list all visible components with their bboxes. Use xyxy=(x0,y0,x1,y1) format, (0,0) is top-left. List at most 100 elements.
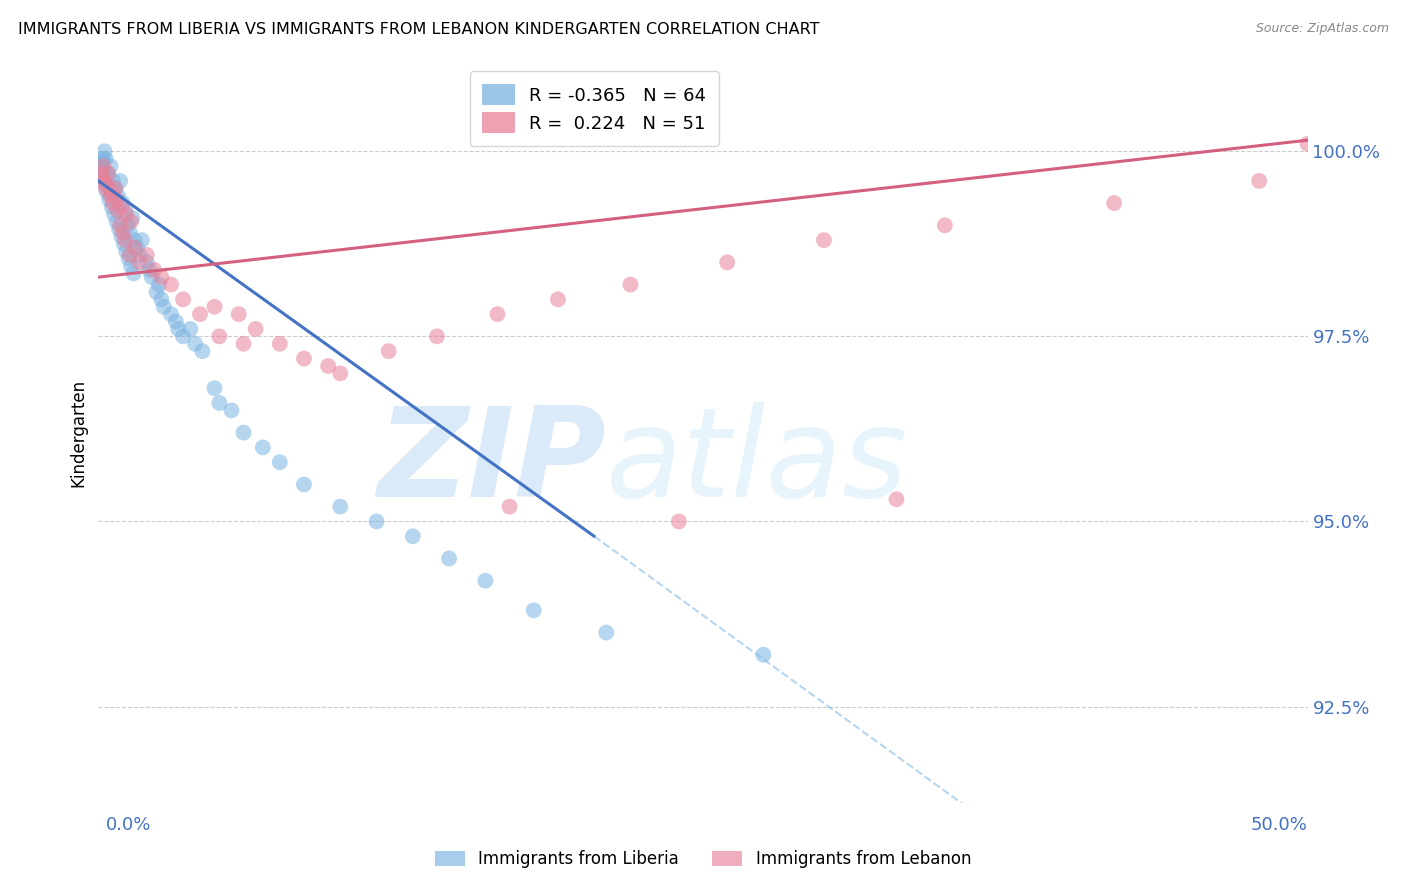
Text: Source: ZipAtlas.com: Source: ZipAtlas.com xyxy=(1256,22,1389,36)
Point xyxy=(426,329,449,343)
Point xyxy=(619,277,641,292)
Point xyxy=(172,293,194,307)
Point xyxy=(110,229,132,244)
Point xyxy=(108,174,131,188)
Point xyxy=(204,300,226,314)
Point xyxy=(329,500,352,514)
Point xyxy=(228,307,250,321)
Point xyxy=(269,336,291,351)
Point xyxy=(114,233,136,247)
Point xyxy=(110,200,132,214)
Point xyxy=(124,241,146,255)
Point xyxy=(90,155,112,169)
Point xyxy=(366,515,388,529)
Point xyxy=(96,185,118,199)
Point xyxy=(91,159,114,173)
Point xyxy=(128,255,150,269)
Point xyxy=(329,367,352,381)
Point xyxy=(143,262,166,277)
Point xyxy=(486,307,509,321)
Point xyxy=(150,270,173,285)
Point xyxy=(523,603,546,617)
Point xyxy=(160,277,183,292)
Point xyxy=(100,159,122,173)
Point xyxy=(101,196,124,211)
Point xyxy=(668,515,690,529)
Point xyxy=(93,170,115,185)
Point xyxy=(93,174,115,188)
Point xyxy=(118,252,141,266)
Point xyxy=(752,648,775,662)
Point xyxy=(160,307,183,321)
Point xyxy=(179,322,201,336)
Text: IMMIGRANTS FROM LIBERIA VS IMMIGRANTS FROM LEBANON KINDERGARTEN CORRELATION CHAR: IMMIGRANTS FROM LIBERIA VS IMMIGRANTS FR… xyxy=(18,22,820,37)
Point xyxy=(141,270,163,285)
Point xyxy=(91,170,114,185)
Point xyxy=(91,162,114,177)
Point xyxy=(221,403,243,417)
Point xyxy=(402,529,425,543)
Point xyxy=(101,174,124,188)
Point xyxy=(886,492,908,507)
Legend: Immigrants from Liberia, Immigrants from Lebanon: Immigrants from Liberia, Immigrants from… xyxy=(429,844,977,875)
Point xyxy=(91,159,114,173)
Point xyxy=(94,152,117,166)
Point xyxy=(120,214,142,228)
Point xyxy=(111,196,134,211)
Point xyxy=(104,181,127,195)
Point xyxy=(813,233,835,247)
Point xyxy=(208,329,231,343)
Point xyxy=(474,574,496,588)
Point xyxy=(165,315,187,329)
Point xyxy=(377,344,399,359)
Point xyxy=(97,167,120,181)
Point xyxy=(108,219,131,233)
Point xyxy=(716,255,738,269)
Point xyxy=(167,322,190,336)
Point xyxy=(111,226,134,240)
Point xyxy=(292,477,315,491)
Point xyxy=(112,236,135,251)
Point xyxy=(114,203,136,218)
Point xyxy=(105,193,128,207)
Point xyxy=(191,344,214,359)
Point xyxy=(94,181,117,195)
Point xyxy=(107,203,129,218)
Point xyxy=(437,551,460,566)
Point xyxy=(135,255,157,269)
Point xyxy=(122,267,145,281)
Point xyxy=(547,293,569,307)
Point xyxy=(93,145,115,159)
Point xyxy=(118,248,141,262)
Point xyxy=(115,244,138,259)
Point xyxy=(127,241,149,255)
Point xyxy=(128,248,150,262)
Point xyxy=(595,625,617,640)
Point xyxy=(188,307,211,321)
Point xyxy=(498,500,520,514)
Text: ZIP: ZIP xyxy=(378,401,606,523)
Point xyxy=(208,396,231,410)
Point xyxy=(934,219,956,233)
Legend: R = -0.365   N = 64, R =  0.224   N = 51: R = -0.365 N = 64, R = 0.224 N = 51 xyxy=(470,71,718,145)
Point xyxy=(269,455,291,469)
Point xyxy=(121,211,143,225)
Point xyxy=(1296,136,1319,151)
Point xyxy=(1249,174,1271,188)
Point xyxy=(96,178,118,192)
Point xyxy=(118,226,141,240)
Point xyxy=(115,207,138,221)
Point xyxy=(232,336,254,351)
Point xyxy=(152,300,174,314)
Point xyxy=(91,152,114,166)
Point xyxy=(131,233,153,247)
Point xyxy=(97,167,120,181)
Point xyxy=(108,222,131,236)
Point xyxy=(94,178,117,192)
Point xyxy=(150,293,173,307)
Point xyxy=(135,248,157,262)
Point xyxy=(1102,196,1125,211)
Point xyxy=(124,233,146,247)
Point xyxy=(104,181,127,195)
Point xyxy=(292,351,315,366)
